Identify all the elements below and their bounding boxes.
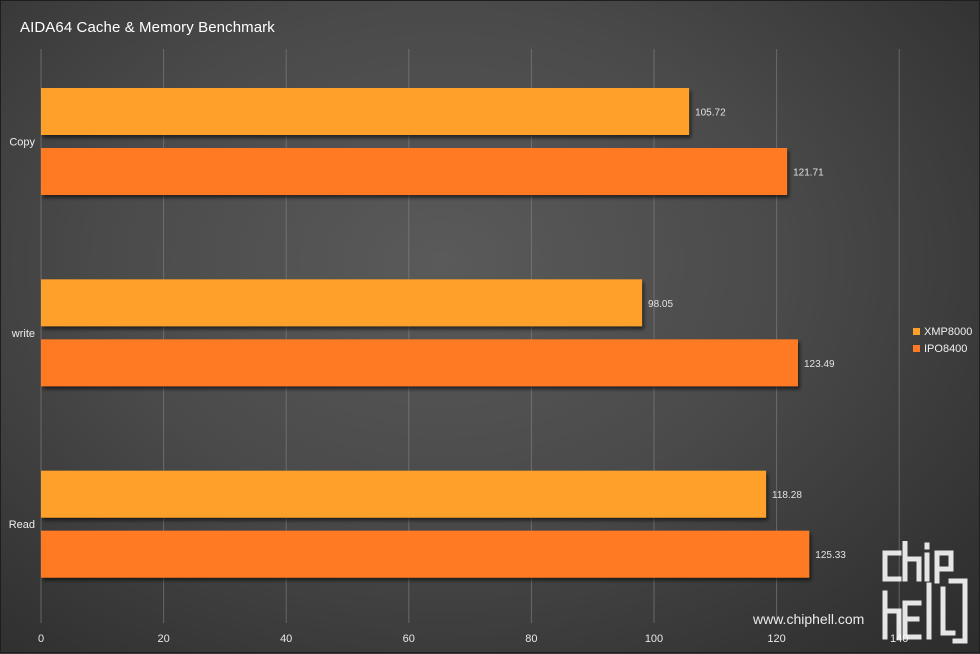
bar-xmp8000-write [41, 279, 643, 327]
legend: XMP8000 IPO8400 [913, 323, 972, 357]
legend-swatch-xmp8000 [913, 328, 920, 335]
category-label-write: write [11, 328, 35, 340]
watermark-url: www.chiphell.com [753, 611, 865, 627]
data-label-xmp8000-copy: 105.72 [695, 108, 726, 119]
data-label-ipo8400-copy: 121.71 [793, 168, 824, 179]
x-tick-label-80: 80 [525, 633, 537, 645]
legend-swatch-ipo8400 [913, 345, 920, 352]
x-tick-label-120: 120 [767, 633, 785, 645]
legend-label-xmp8000: XMP8000 [924, 325, 973, 338]
data-label-xmp8000-write: 98.05 [648, 299, 673, 310]
chart-title: AIDA64 Cache & Memory Benchmark [20, 19, 275, 36]
bar-ipo8400-write [41, 339, 798, 387]
chiphell-logo [882, 541, 968, 644]
bar-ipo8400-read [41, 530, 810, 578]
legend-item-ipo8400: IPO8400 [913, 340, 972, 357]
x-tick-label-60: 60 [403, 633, 415, 645]
data-label-ipo8400-read: 125.33 [815, 550, 846, 561]
legend-item-xmp8000: XMP8000 [913, 323, 972, 340]
category-label-read: Read [9, 519, 35, 531]
x-tick-label-100: 100 [645, 633, 663, 645]
category-label-copy: Copy [9, 137, 35, 149]
x-tick-label-0: 0 [38, 633, 44, 645]
bar-xmp8000-read [41, 470, 767, 518]
bar-ipo8400-copy [41, 148, 788, 195]
x-tick-label-40: 40 [280, 633, 292, 645]
legend-label-ipo8400: IPO8400 [924, 342, 968, 355]
x-tick-label-20: 20 [157, 633, 169, 645]
data-label-xmp8000-read: 118.28 [772, 490, 802, 501]
bar-xmp8000-copy [41, 88, 690, 135]
data-label-ipo8400-write: 123.49 [804, 359, 835, 370]
